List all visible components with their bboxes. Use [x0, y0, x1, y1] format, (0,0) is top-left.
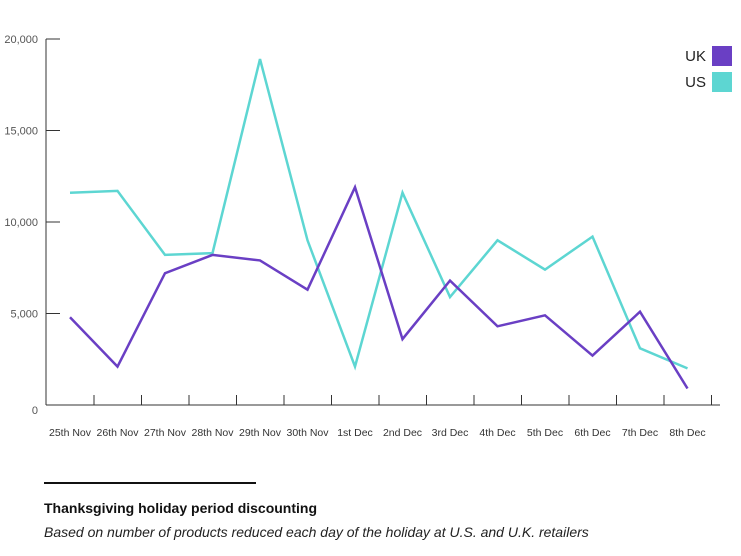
x-tick-label: 30th Nov: [286, 427, 329, 439]
chart-axes: [45, 38, 720, 406]
x-tick-label: 27th Nov: [144, 427, 187, 439]
x-tick-label: 25th Nov: [49, 427, 92, 439]
x-tick-label: 5th Dec: [527, 427, 563, 439]
x-tick-label: 4th Dec: [479, 427, 515, 439]
x-tick-label: 6th Dec: [574, 427, 610, 439]
chart-caption-title: Thanksgiving holiday period discounting: [44, 500, 318, 516]
y-tick-label: 20,000: [4, 34, 38, 46]
legend-label-uk: UK: [685, 48, 706, 65]
x-tick-label: 8th Dec: [669, 427, 705, 439]
y-axis-labels: 0 5,000 10,000 15,000 20,000: [4, 34, 38, 417]
chart-caption-subtitle: Based on number of products reduced each…: [44, 524, 589, 540]
legend-label-us: US: [685, 74, 706, 91]
x-tick-label: 7th Dec: [622, 427, 658, 439]
legend: UK US: [685, 46, 732, 92]
series-line-uk: [69, 183, 689, 390]
x-tick-label: 3rd Dec: [432, 427, 469, 439]
legend-swatch-uk: [712, 46, 732, 66]
x-tick-label: 29th Nov: [239, 427, 282, 439]
series-line-us: [69, 58, 688, 371]
y-tick-label: 5,000: [10, 309, 38, 321]
y-tick-label: 0: [32, 405, 38, 417]
y-tick-label: 10,000: [4, 217, 38, 229]
x-axis-labels: 25th Nov 26th Nov 27th Nov 28th Nov 29th Nov…: [49, 427, 706, 439]
x-tick-label: 1st Dec: [337, 427, 373, 439]
x-tick-label: 28th Nov: [191, 427, 234, 439]
legend-swatch-us: [712, 72, 732, 92]
y-tick-label: 15,000: [4, 126, 38, 138]
x-tick-label: 26th Nov: [96, 427, 139, 439]
line-chart: 0 5,000 10,000 15,000 20,000 25th Nov 26th No…: [4, 34, 732, 439]
x-tick-label: 2nd Dec: [383, 427, 422, 439]
caption-divider: [44, 482, 256, 484]
series-lines: [69, 58, 689, 390]
